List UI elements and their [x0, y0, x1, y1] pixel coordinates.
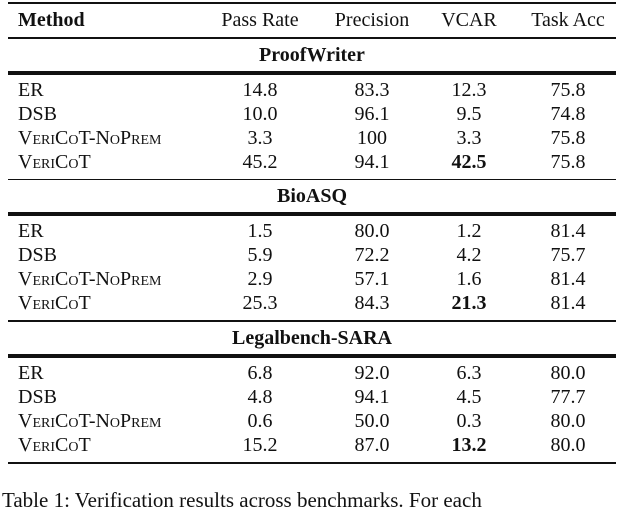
table-row: DSB 4.8 94.1 4.5 77.7	[8, 385, 616, 409]
table-row: ER 14.8 83.3 12.3 75.8	[8, 78, 616, 102]
method-cell: VeriCoT-NoPrem	[18, 126, 162, 149]
precision-cell: 92.0	[354, 361, 390, 384]
precision-cell: 80.0	[354, 220, 390, 242]
section-group: ER 6.8 92.0 6.3 80.0 DSB 4.8 94.1 4.5 77.7 VeriCoT…	[8, 356, 616, 462]
pass-rate-cell: 14.8	[242, 78, 278, 101]
results-table: Method Pass Rate Precision VCAR Task Acc…	[8, 2, 616, 464]
table-row: VeriCoT 25.3 84.3 21.3 81.4	[8, 291, 616, 315]
pass-rate-cell: 1.5	[247, 220, 273, 242]
section-title: Legalbench-SARA	[231, 326, 392, 349]
pass-rate-cell: 15.2	[242, 433, 278, 456]
vcar-cell: 1.6	[456, 268, 482, 290]
precision-cell: 57.1	[354, 268, 390, 290]
header-method: Method	[18, 9, 85, 31]
table-body: ProofWriter ER 14.8 83.3 12.3 75.8 DSB 10.0 96.1…	[8, 37, 616, 462]
pass-rate-cell: 2.9	[247, 268, 273, 290]
pass-rate-cell: 45.2	[242, 150, 278, 173]
method-cell: VeriCoT	[18, 150, 91, 173]
bottom-rule	[8, 461, 616, 464]
section-double-rule	[8, 353, 616, 356]
task-acc-cell: 80.0	[550, 361, 586, 384]
method-cell: ER	[18, 78, 44, 101]
section-double-rule	[8, 70, 616, 73]
section-rule	[8, 37, 616, 39]
section-group: ER 14.8 83.3 12.3 75.8 DSB 10.0 96.1 9.5 74.8 Veri…	[8, 73, 616, 179]
table-row: ER 6.8 92.0 6.3 80.0	[8, 361, 616, 385]
method-cell: VeriCoT-NoPrem	[18, 409, 162, 432]
precision-cell: 94.1	[354, 150, 390, 173]
section-rule	[8, 178, 616, 180]
vcar-cell: 12.3	[451, 78, 487, 101]
task-acc-cell: 75.8	[550, 126, 586, 149]
precision-cell: 100	[357, 126, 387, 149]
pass-rate-cell: 3.3	[247, 126, 273, 149]
vcar-cell: 3.3	[456, 126, 482, 149]
section-title: ProofWriter	[259, 43, 365, 66]
pass-rate-cell: 10.0	[242, 102, 278, 125]
section-rule	[8, 320, 616, 322]
vcar-cell: 6.3	[456, 361, 482, 384]
method-cell: ER	[18, 361, 44, 384]
method-cell: VeriCoT	[18, 292, 91, 314]
pass-rate-cell: 6.8	[247, 361, 273, 384]
task-acc-cell: 81.4	[550, 220, 586, 242]
task-acc-cell: 81.4	[550, 292, 586, 314]
task-acc-cell: 80.0	[550, 409, 586, 432]
vcar-cell: 4.2	[456, 244, 482, 266]
table-row: VeriCoT-NoPrem 3.3 100 3.3 75.8	[8, 126, 616, 150]
method-cell: DSB	[18, 385, 57, 408]
precision-cell: 84.3	[354, 292, 390, 314]
method-cell: DSB	[18, 102, 57, 125]
method-cell: DSB	[18, 244, 57, 266]
task-acc-cell: 77.7	[550, 385, 586, 408]
section-group: ER 1.5 80.0 1.2 81.4 DSB 5.9 72.2 4.2 75.7 VeriCoT…	[8, 214, 616, 320]
task-acc-cell: 80.0	[550, 433, 586, 456]
section-double-rule	[8, 212, 616, 214]
precision-cell: 50.0	[354, 409, 390, 432]
vcar-cell: 1.2	[456, 220, 482, 242]
header-vcar: VCAR	[441, 9, 497, 31]
vcar-cell: 42.5	[451, 150, 487, 173]
task-acc-cell: 75.8	[550, 78, 586, 101]
precision-cell: 96.1	[354, 102, 390, 125]
precision-cell: 72.2	[354, 244, 390, 266]
vcar-cell: 0.3	[456, 409, 482, 432]
precision-cell: 87.0	[354, 433, 390, 456]
vcar-cell: 13.2	[451, 433, 487, 456]
task-acc-cell: 81.4	[550, 268, 586, 290]
precision-cell: 83.3	[354, 78, 390, 101]
method-cell: VeriCoT	[18, 433, 91, 456]
table-row: VeriCoT 15.2 87.0 13.2 80.0	[8, 433, 616, 457]
section-title: BioASQ	[276, 185, 348, 207]
pass-rate-cell: 0.6	[247, 409, 273, 432]
pass-rate-cell: 25.3	[242, 292, 278, 314]
task-acc-cell: 75.7	[550, 244, 586, 266]
header-precision: Precision	[334, 9, 410, 31]
table-row: VeriCoT 45.2 94.1 42.5 75.8	[8, 150, 616, 174]
top-rule	[8, 2, 616, 4]
method-cell: ER	[18, 220, 44, 242]
precision-cell: 94.1	[354, 385, 390, 408]
header-task-acc: Task Acc	[531, 9, 605, 31]
vcar-cell: 9.5	[456, 102, 482, 125]
table-row: DSB 10.0 96.1 9.5 74.8	[8, 102, 616, 126]
vcar-cell: 21.3	[451, 292, 487, 314]
header-row: Method Pass Rate Precision VCAR Task Acc	[8, 4, 616, 37]
table-row: VeriCoT-NoPrem 2.9 57.1 1.6 81.4	[8, 267, 616, 291]
pass-rate-cell: 5.9	[247, 244, 273, 266]
vcar-cell: 4.5	[456, 385, 482, 408]
task-acc-cell: 74.8	[550, 102, 586, 125]
pass-rate-cell: 4.8	[247, 385, 273, 408]
method-cell: VeriCoT-NoPrem	[18, 268, 162, 290]
task-acc-cell: 75.8	[550, 150, 586, 173]
table-row: DSB 5.9 72.2 4.2 75.7	[8, 243, 616, 267]
table-caption: Table 1: Verification results across ben…	[2, 488, 482, 512]
table-row: ER 1.5 80.0 1.2 81.4	[8, 219, 616, 243]
header-pass-rate: Pass Rate	[221, 9, 299, 31]
table-row: VeriCoT-NoPrem 0.6 50.0 0.3 80.0	[8, 409, 616, 433]
